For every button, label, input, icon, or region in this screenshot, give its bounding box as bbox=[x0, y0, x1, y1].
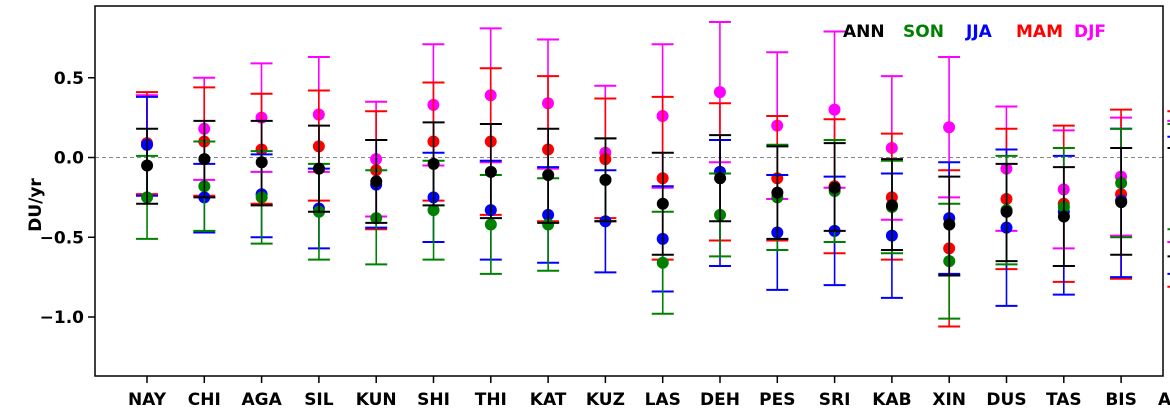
point-djf-deh bbox=[713, 86, 726, 99]
legend-entry-djf: DJF bbox=[1074, 22, 1106, 42]
x-tick-label-kat: KAT bbox=[530, 390, 567, 410]
point-son-las bbox=[656, 256, 669, 269]
point-djf-xin bbox=[943, 121, 956, 134]
point-ann-sil bbox=[313, 162, 325, 175]
point-ann-deh bbox=[714, 172, 727, 185]
y-axis-label: DU/yr bbox=[26, 178, 46, 232]
x-tick-label-las: LAS bbox=[645, 390, 681, 410]
legend-entry-mam: MAM bbox=[1016, 22, 1063, 42]
point-ann-sri bbox=[828, 181, 841, 194]
axes-frame bbox=[94, 5, 1164, 377]
point-ann-pes bbox=[771, 186, 784, 199]
point-ann-xin bbox=[943, 218, 956, 231]
point-ann-shi bbox=[427, 157, 440, 170]
point-ann-dus bbox=[1000, 205, 1013, 218]
y-tick-label: 0.0 bbox=[54, 149, 84, 169]
point-ann-chi bbox=[198, 153, 211, 166]
point-ann-aga bbox=[255, 156, 268, 169]
x-tick-label-xin: XIN bbox=[932, 390, 966, 410]
point-djf-sri bbox=[828, 103, 841, 116]
legend-entry-ann: ANN bbox=[843, 22, 885, 42]
point-ann-kun bbox=[370, 175, 383, 188]
x-tick-label-bis: BIS bbox=[1105, 390, 1137, 410]
x-tick-label-kuz: KUZ bbox=[586, 390, 625, 410]
legend-entry-jja: JJA bbox=[965, 22, 993, 42]
point-ann-kat bbox=[542, 169, 555, 182]
x-tick-label-nay: NAY bbox=[128, 390, 167, 410]
x-tick-label-aga: AGA bbox=[241, 390, 282, 410]
x-tick-label-sri: SRI bbox=[819, 390, 851, 410]
x-tick-label-tas: TAS bbox=[1046, 390, 1082, 410]
point-son-thi bbox=[484, 218, 497, 231]
point-ann-tas bbox=[1057, 210, 1070, 223]
x-tick-label-deh: DEH bbox=[700, 390, 740, 410]
point-ann-bis bbox=[1115, 196, 1128, 209]
point-ann-thi bbox=[484, 165, 497, 178]
point-ann-kab bbox=[886, 199, 898, 212]
x-tick-label-dus: DUS bbox=[986, 390, 1026, 410]
x-tick-label-kun: KUN bbox=[356, 390, 397, 410]
point-ann-nay bbox=[141, 159, 154, 172]
point-ann-las bbox=[656, 197, 669, 210]
x-tick-label-alm: ALM bbox=[1158, 390, 1170, 410]
y-tick-label: −0.5 bbox=[40, 228, 84, 248]
x-tick-label-sil: SIL bbox=[304, 390, 334, 410]
legend-entry-son: SON bbox=[903, 22, 944, 42]
point-son-kat bbox=[542, 218, 555, 231]
x-tick-label-pes: PES bbox=[759, 390, 795, 410]
x-tick-label-shi: SHI bbox=[417, 390, 450, 410]
point-son-shi bbox=[427, 204, 440, 217]
x-tick-label-thi: THI bbox=[475, 390, 507, 410]
y-tick-label: 0.5 bbox=[54, 69, 84, 89]
x-tick-label-kab: KAB bbox=[872, 390, 911, 410]
x-tick-label-chi: CHI bbox=[188, 390, 221, 410]
point-ann-kuz bbox=[599, 173, 612, 186]
y-tick-label: −1.0 bbox=[40, 308, 85, 328]
plot-area: 0.5 0.0 −0.5 −1.0 NAY CHI AGA SIL KUN SHI THI KAT KU… bbox=[40, 5, 1170, 410]
